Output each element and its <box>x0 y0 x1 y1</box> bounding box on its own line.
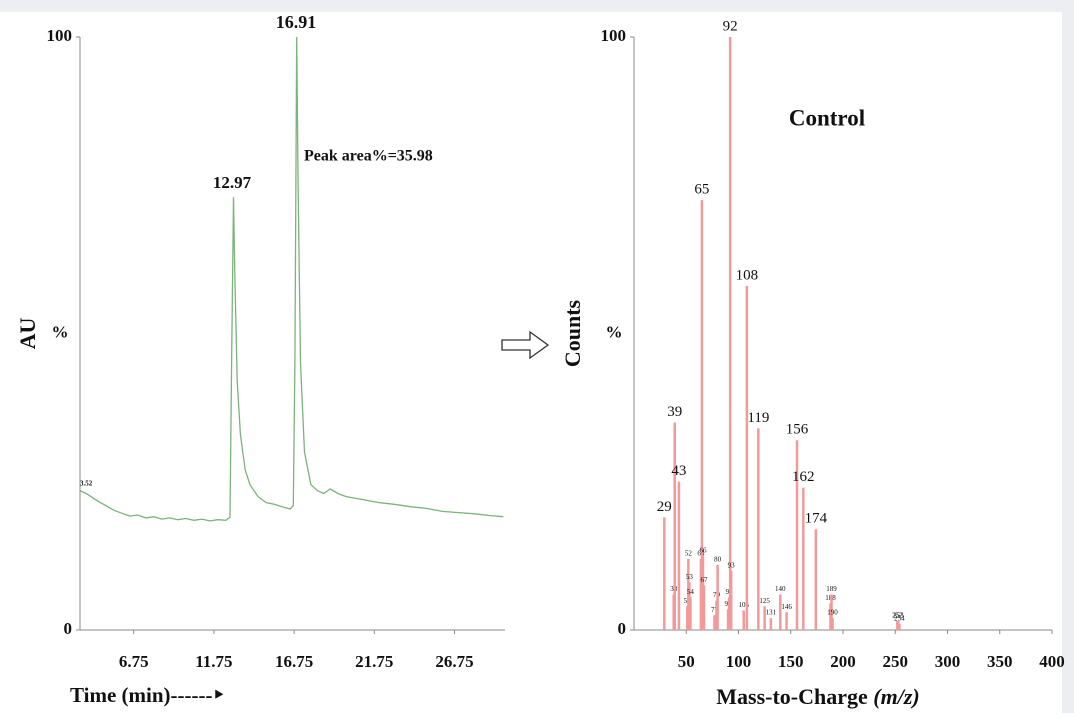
peak-label: 125 <box>759 597 770 605</box>
y-tick-label: 100 <box>601 26 627 45</box>
peak-label: 140 <box>775 585 786 593</box>
peak-label: 253 <box>893 612 904 620</box>
peak-label: 29 <box>657 499 672 515</box>
peak-label: 39 <box>667 404 682 420</box>
annotation: 16.91 <box>276 12 317 32</box>
y-tick-label: 0 <box>64 619 73 638</box>
y-axis-label: Counts <box>560 299 585 367</box>
annotation: Peak area%=35.98 <box>304 148 433 165</box>
x-tick-label: 21.75 <box>355 652 393 671</box>
y-unit: % <box>606 322 623 341</box>
peak-label: 252 <box>892 612 903 620</box>
x-axis-label: Mass-to-Charge (m/z) <box>716 684 919 709</box>
peak-label: 43 <box>671 463 686 479</box>
peak-label: 67 <box>701 576 709 584</box>
right-band <box>1062 0 1074 713</box>
chromatogram-line <box>79 36 504 522</box>
x-tick-label: 300 <box>935 652 961 671</box>
x-tick-label: 11.75 <box>195 652 232 671</box>
peak-label: 52 <box>685 549 693 557</box>
peak-label: 66 <box>699 546 707 554</box>
x-tick-label: 16.75 <box>275 652 313 671</box>
peak-label: 146 <box>781 603 792 611</box>
y-tick-label: 100 <box>47 26 73 45</box>
x-tick-label: 6.75 <box>119 652 149 671</box>
x-tick-label: 100 <box>726 652 752 671</box>
y-tick-label: 0 <box>618 619 627 638</box>
peak-label: 131 <box>766 609 777 617</box>
peak-label: 54 <box>687 588 695 596</box>
peak-label: 174 <box>805 511 828 527</box>
x-tick-label: 150 <box>778 652 804 671</box>
x-tick-label: 50 <box>678 652 695 671</box>
y-axis-label: AU <box>15 318 40 350</box>
peak-label: 189 <box>826 585 837 593</box>
x-axis-label: Time (min)------‣ <box>70 683 225 707</box>
annotation: 3.52 <box>80 480 93 488</box>
peak-label: 105 <box>738 601 749 609</box>
x-tick-label: 350 <box>987 652 1013 671</box>
x-axis-label-main: Mass-to-Charge <box>716 684 868 709</box>
x-tick-label: 400 <box>1039 652 1065 671</box>
peak-label: 162 <box>792 469 815 485</box>
annotation: 12.97 <box>213 173 252 192</box>
peak-label: 53 <box>686 573 694 581</box>
y-unit: % <box>52 322 69 341</box>
x-axis-label-unit: (m/z) <box>873 684 919 709</box>
peak-label: 65 <box>694 182 709 198</box>
peak-label: 92 <box>723 18 738 34</box>
x-tick-label: 26.75 <box>435 652 473 671</box>
peak-label: 77 <box>711 606 719 614</box>
peak-label: 93 <box>728 561 736 569</box>
x-tick-label: 200 <box>830 652 856 671</box>
peak-label: 254 <box>894 615 905 623</box>
peak-label: 108 <box>736 267 759 283</box>
x-tick-label: 250 <box>883 652 909 671</box>
peak-label: 80 <box>714 555 722 563</box>
peak-label: 156 <box>786 422 809 438</box>
peak-label: 190 <box>827 609 838 617</box>
peak-label: 119 <box>747 410 769 426</box>
chart-title: Control <box>789 105 865 130</box>
top-band <box>0 0 1074 12</box>
arrow <box>501 330 550 360</box>
